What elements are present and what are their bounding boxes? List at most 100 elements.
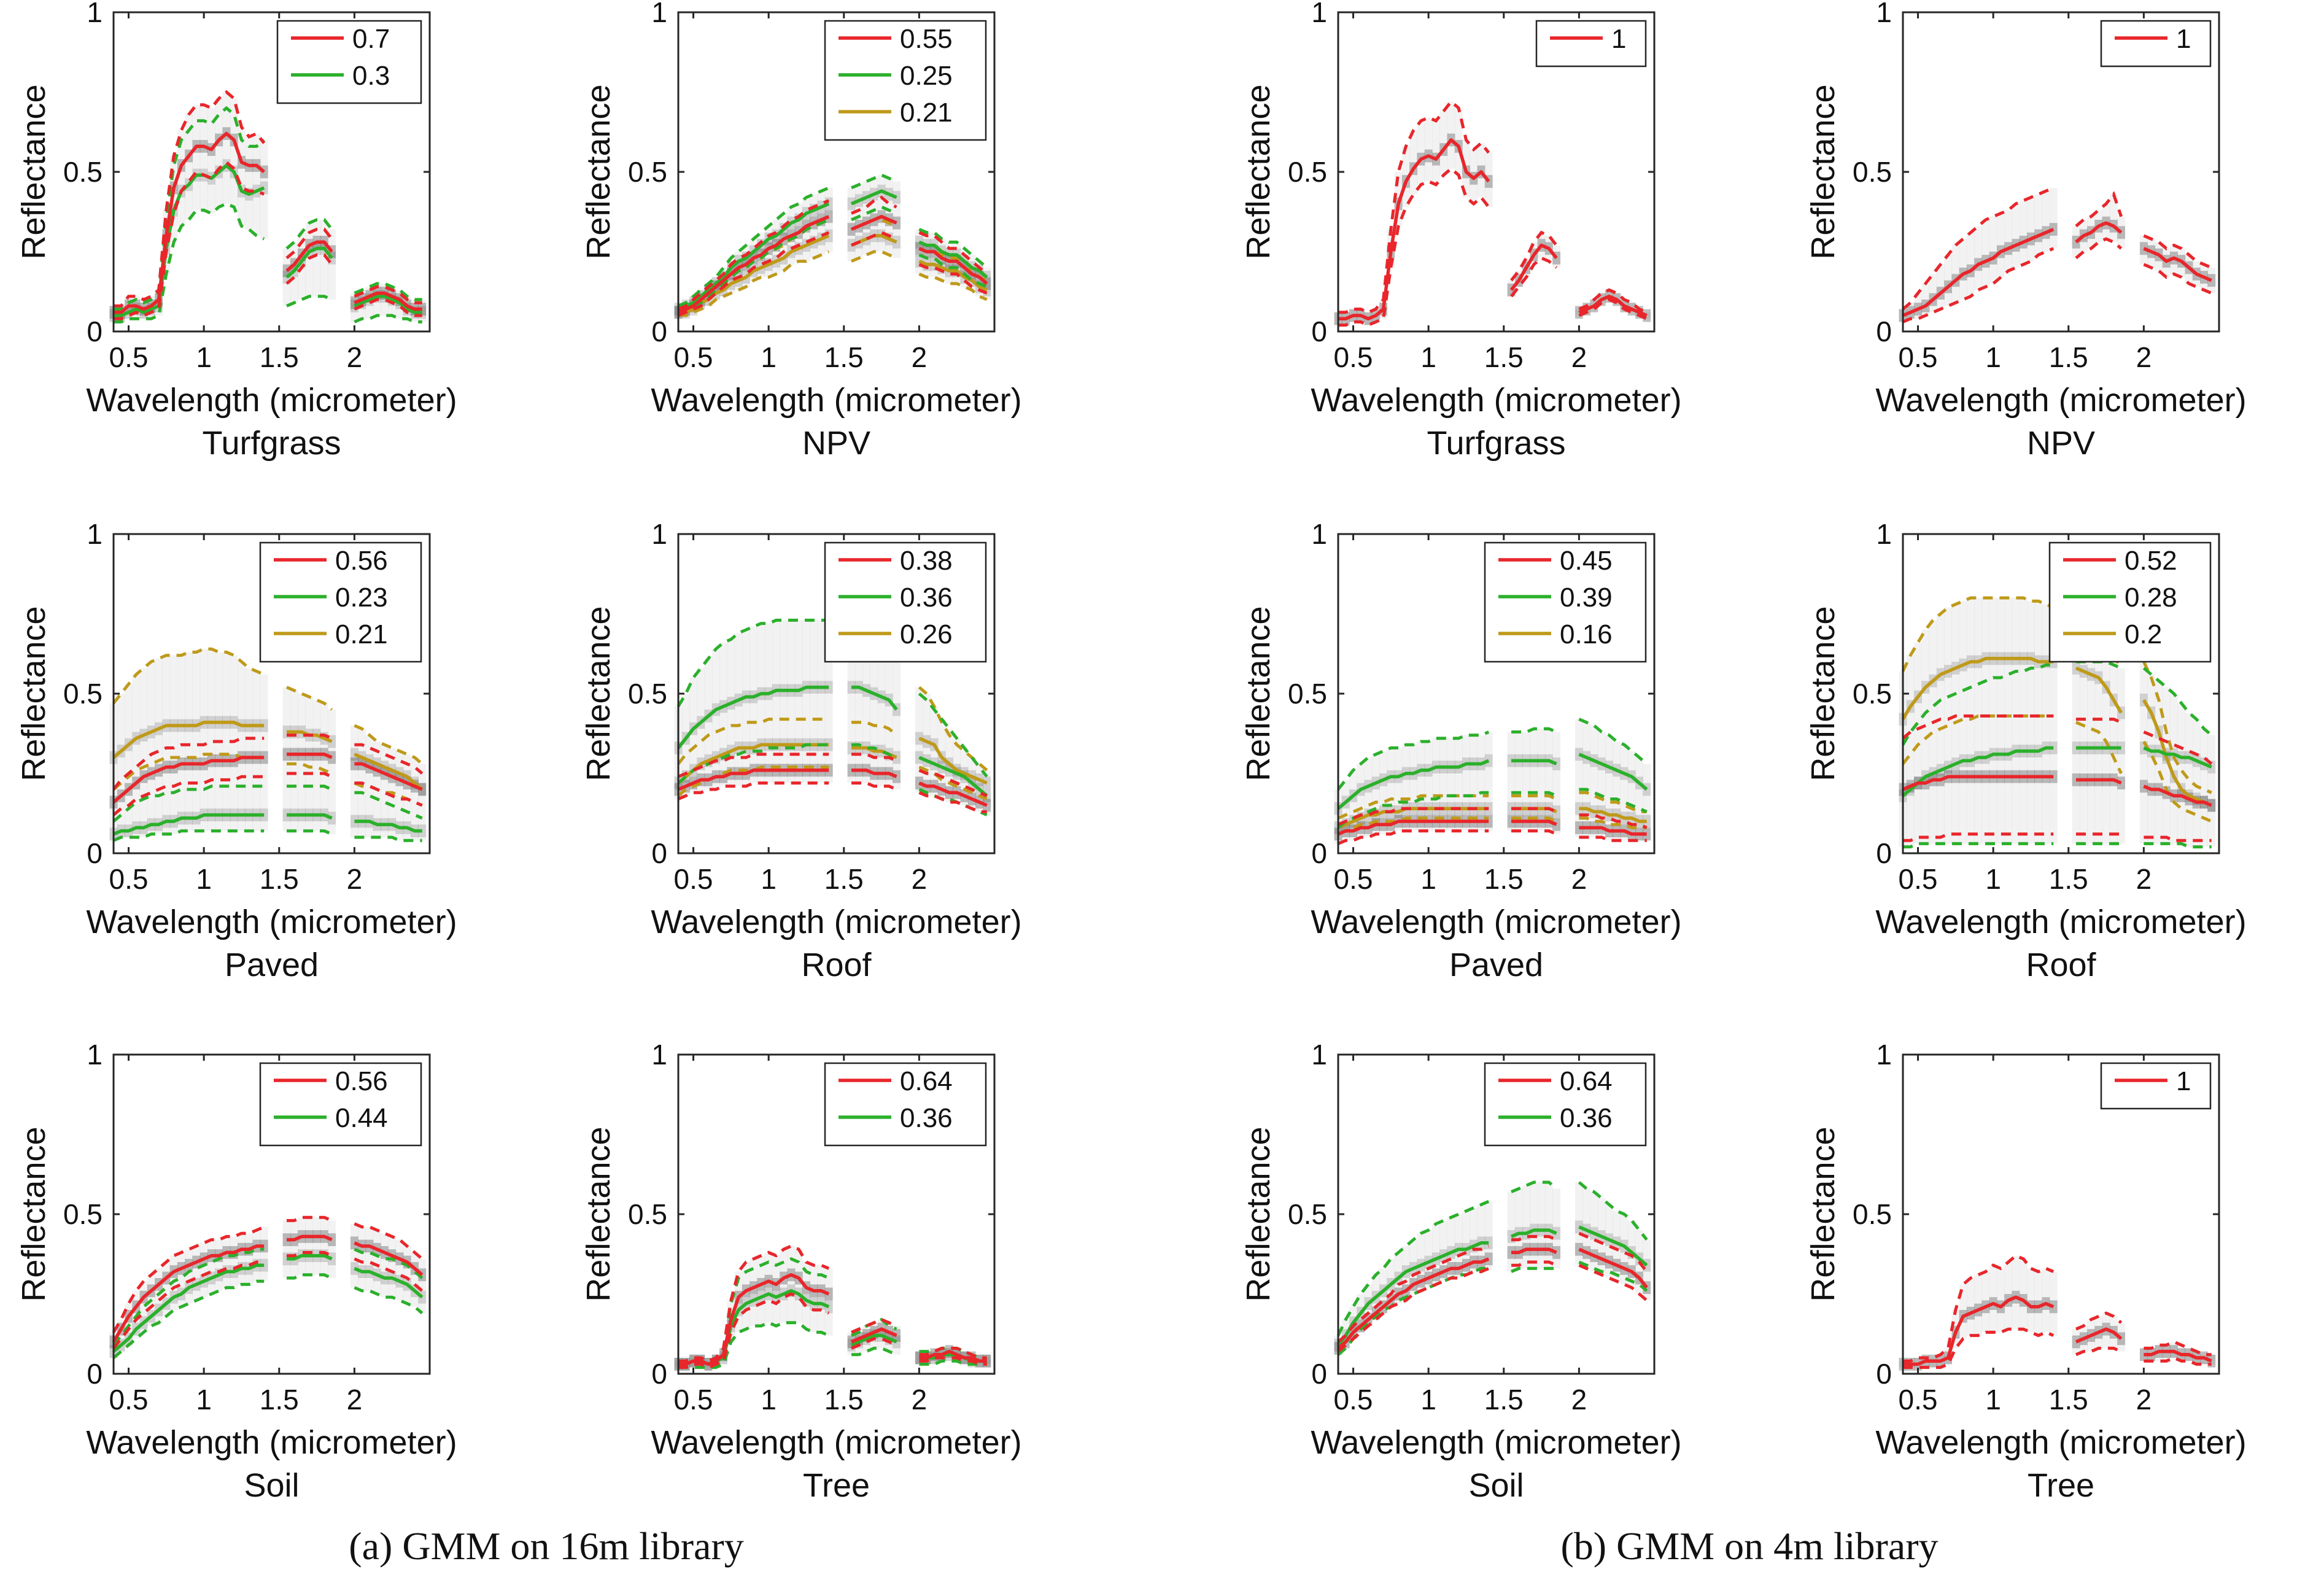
series-upper-bound	[112, 784, 423, 823]
density-cell	[824, 738, 833, 751]
x-tick-label: 1	[1420, 341, 1436, 373]
density-cell	[260, 1258, 268, 1272]
density-cell	[350, 815, 358, 828]
series-upper-bound	[114, 106, 422, 311]
y-tick-label: 1	[1311, 0, 1327, 28]
series-green	[1337, 718, 1648, 829]
x-tick-label: 0.5	[1334, 341, 1373, 373]
series-lower-bound	[677, 743, 988, 816]
subplot-title: NPV	[2027, 425, 2095, 462]
density-cell	[139, 668, 148, 837]
density-cell	[2027, 1268, 2035, 1333]
y-tick-label: 0	[87, 837, 103, 869]
density-cell	[1582, 722, 1591, 837]
y-tick-label: 1	[1311, 1039, 1327, 1071]
density-cell	[915, 732, 923, 745]
subplot-title: Turfgrass	[1427, 425, 1565, 462]
series-lower-bound	[678, 231, 988, 317]
density-cell	[1981, 598, 1990, 844]
density-cell	[418, 1258, 427, 1314]
density-cell	[1643, 815, 1651, 828]
legend-box	[1484, 541, 1647, 663]
density-cell	[260, 1226, 268, 1282]
x-axis-label: Wavelength (micrometer)	[86, 904, 457, 940]
density-cell	[1981, 220, 1990, 287]
legend-label: 0.64	[1560, 1066, 1613, 1096]
density-cell	[222, 92, 231, 204]
density-cell	[824, 1287, 833, 1301]
series-mean-line	[1337, 753, 1648, 810]
x-tick-label: 1	[1985, 341, 2001, 373]
y-tick-label: 1	[1876, 1039, 1892, 1071]
density-cell	[2049, 223, 2058, 236]
density-cell	[1424, 117, 1433, 182]
y-tick-label: 0.5	[63, 1198, 103, 1230]
density-cell	[1974, 598, 1983, 844]
series-lower-bound	[1338, 166, 1648, 327]
series-green	[112, 784, 423, 842]
density-cell	[764, 623, 773, 783]
density-cell	[207, 649, 215, 831]
density-cell	[764, 1252, 773, 1323]
density-cell	[1447, 1217, 1455, 1278]
legend: 0.38 0.36 0.26	[824, 541, 987, 663]
legend: 1	[2100, 1062, 2212, 1110]
series-olive	[112, 647, 424, 807]
density-cell	[1974, 226, 1983, 290]
x-tick-label: 1	[1420, 863, 1436, 895]
y-tick-label: 0	[87, 316, 103, 347]
legend-box	[2048, 541, 2212, 663]
density-cell	[147, 662, 155, 834]
density-cell	[350, 757, 358, 770]
density-cell	[1507, 732, 1516, 831]
density-cell	[1944, 255, 1953, 306]
series-upper-bound	[678, 195, 988, 311]
legend-box	[1535, 20, 1647, 68]
density-cell	[1431, 120, 1440, 185]
density-cell	[1929, 620, 1937, 844]
density-cell	[734, 633, 743, 786]
x-tick-label: 0.5	[109, 341, 149, 373]
density-cell	[824, 681, 833, 694]
density-cell	[915, 751, 923, 764]
density-cell	[1959, 1284, 1967, 1339]
density-cell	[704, 658, 713, 789]
series-lower-bound	[113, 829, 422, 842]
density-cell	[238, 1233, 246, 1285]
series-green	[1901, 660, 2213, 849]
subplot-title: Soil	[244, 1467, 299, 1504]
density-cell	[1966, 232, 1975, 296]
x-tick-label: 1	[761, 863, 777, 895]
density-cell	[854, 623, 863, 783]
series-upper-bound	[1338, 791, 1647, 820]
density-cell	[155, 658, 163, 834]
subplot-title: Paved	[225, 947, 319, 983]
x-tick-label: 1	[1985, 863, 2001, 895]
density-cell	[772, 620, 780, 783]
density-cell	[117, 694, 125, 837]
density-cell	[2072, 623, 2080, 844]
x-tick-label: 0.5	[674, 863, 713, 895]
density-cell	[1575, 309, 1583, 316]
y-tick-label: 0	[87, 1358, 103, 1390]
x-tick-label: 1	[196, 1384, 212, 1416]
density-cell	[1484, 754, 1493, 767]
density-cell	[1431, 1223, 1440, 1285]
density-cell	[1484, 732, 1493, 831]
density-cell	[1914, 293, 1922, 319]
density-cell	[282, 687, 291, 831]
density-cell	[893, 181, 901, 258]
legend-box	[259, 1062, 422, 1147]
y-axis-label: Reflectance	[1240, 1126, 1277, 1301]
x-tick-label: 2	[1571, 341, 1587, 373]
density-cell	[282, 1220, 291, 1278]
density-cell	[260, 751, 268, 764]
series-mean-line	[676, 685, 988, 797]
legend-label: 0.44	[335, 1103, 388, 1133]
density-cell	[1996, 213, 2005, 277]
